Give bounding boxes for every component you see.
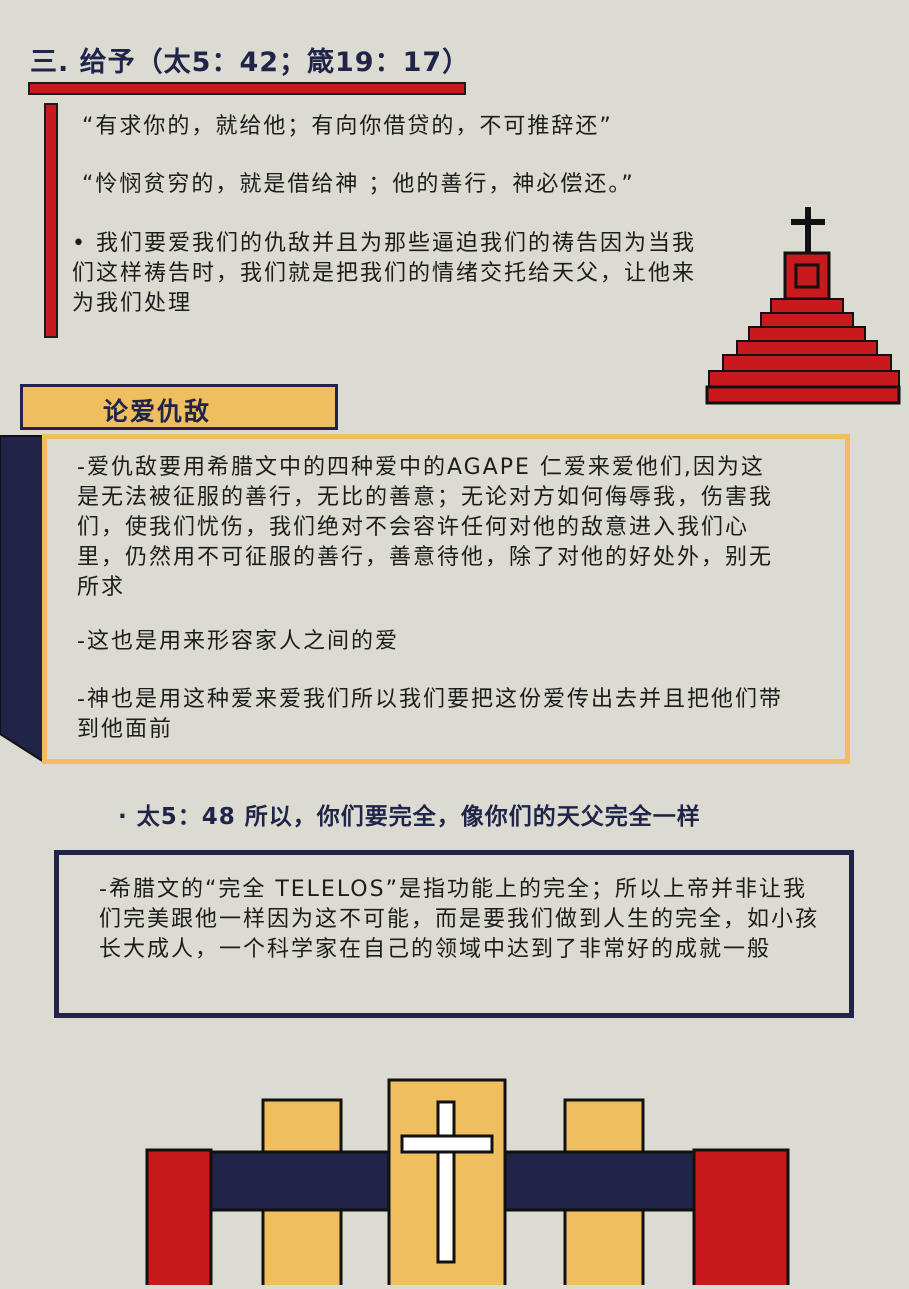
love-enemies-label: 论爱仇敌 [103, 397, 212, 426]
quote-2: “怜悯贫穷的，就是借给神 ；他的善行，神必偿还。” [82, 172, 635, 197]
agape-paragraph-3: -神也是用这种爱来爱我们所以我们要把这份爱传出去并且把他们带到他面前 [77, 687, 783, 742]
navy-side-tab [0, 434, 46, 764]
love-enemies-label-box: 论爱仇敌 [20, 384, 338, 430]
agape-box: -爱仇敌要用希腊文中的四种爱中的AGAPE 仁爱来爱他们,因为这是无法被征服的善… [42, 434, 850, 764]
church-altar-icon [705, 205, 901, 405]
left-accent-bar [44, 103, 58, 338]
quote-1: “有求你的，就给他；有向你借贷的，不可推辞还” [82, 114, 613, 139]
heading-underline [28, 82, 466, 95]
telelos-text: -希腊文的“完全 TELELOS”是指功能上的完全；所以上帝并非让我们完美跟他一… [99, 877, 820, 962]
agape-paragraph-1: -爱仇敌要用希腊文中的四种爱中的AGAPE 仁爱来爱他们,因为这是无法被征服的善… [77, 455, 774, 600]
section-heading: 三. 给予（太5：42；箴19：17） [30, 47, 471, 78]
agape-paragraph-2: -这也是用来形容家人之间的爱 [77, 629, 399, 654]
cross-altar-icon [145, 1078, 790, 1289]
bullet-point: • 我们要爱我们的仇敌并且为那些逼迫我们的祷告因为当我们这样祷告时，我们就是把我… [72, 231, 697, 316]
telelos-box: -希腊文的“完全 TELELOS”是指功能上的完全；所以上帝并非让我们完美跟他一… [54, 850, 854, 1018]
verse-heading: · 太5：48 所以，你们要完全，像你们的天父完全一样 [118, 804, 701, 830]
